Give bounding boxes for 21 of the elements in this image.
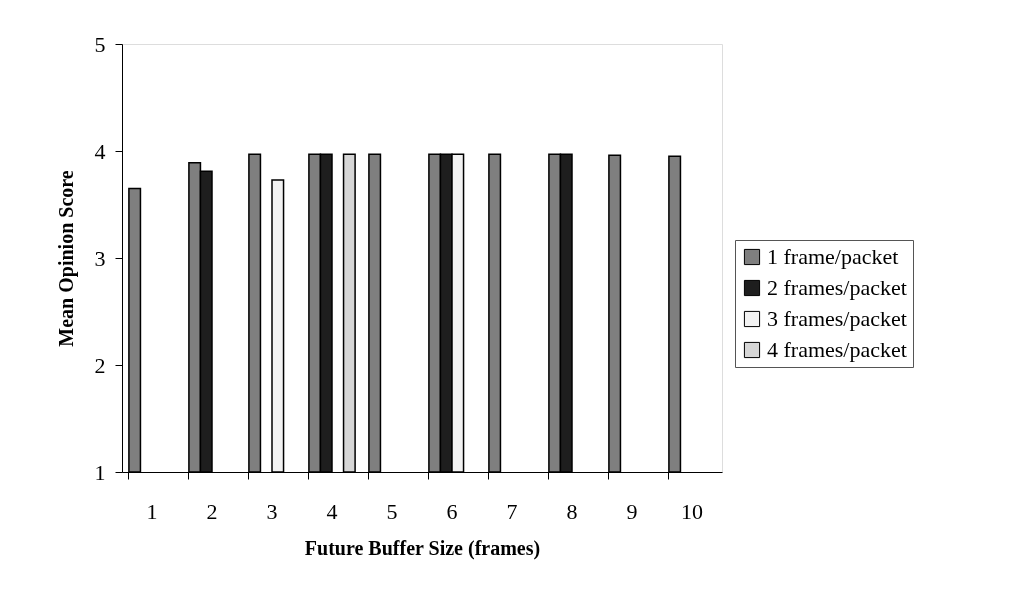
legend-label: 4 frames/packet: [767, 337, 907, 362]
x-tick-label: 9: [626, 498, 638, 524]
x-tick-label: 7: [506, 498, 518, 524]
x-tick-label: 10: [681, 498, 703, 524]
y-tick-label: 2: [94, 352, 106, 378]
x-tick-label: 6: [446, 498, 458, 524]
x-axis-title: Future Buffer Size (frames): [304, 536, 541, 560]
y-tick-label: 4: [94, 138, 106, 164]
y-axis-title: Mean Opinion Score: [54, 170, 78, 347]
legend-label: 2 frames/packet: [767, 275, 907, 300]
x-tick-label: 2: [206, 498, 218, 524]
y-tick-label: 1: [94, 459, 106, 485]
legend-label: 3 frames/packet: [767, 306, 907, 331]
x-tick-label: 8: [566, 498, 578, 524]
x-tick-label: 5: [386, 498, 398, 524]
x-tick-label: 4: [326, 498, 338, 524]
x-tick-label: 3: [266, 498, 278, 524]
x-tick-label: 1: [146, 498, 158, 524]
legend-label: 1 frame/packet: [767, 244, 899, 269]
y-tick-label: 3: [94, 245, 106, 271]
y-tick-label: 5: [94, 31, 106, 57]
